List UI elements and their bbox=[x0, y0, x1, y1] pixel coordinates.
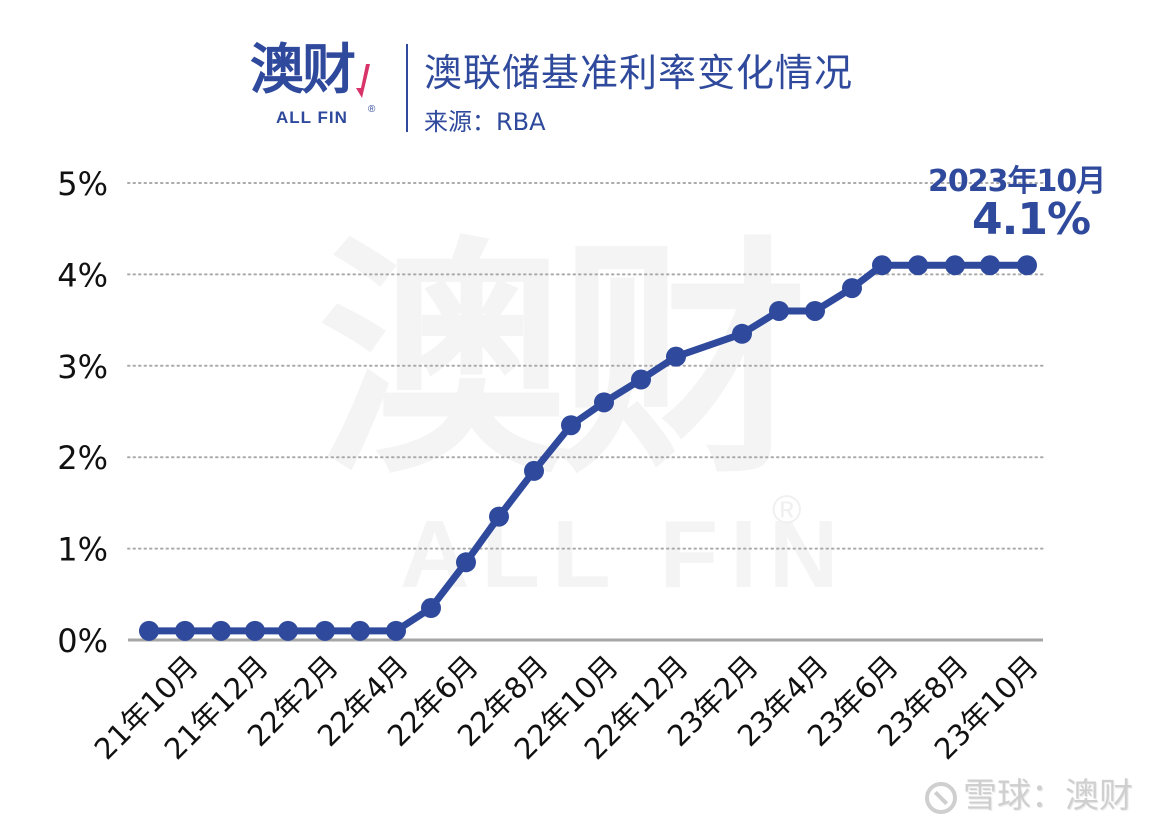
data-point bbox=[872, 255, 892, 276]
y-tick-label: 0% bbox=[57, 622, 108, 660]
logo-check-icon bbox=[356, 64, 370, 98]
data-point bbox=[139, 620, 159, 641]
data-point bbox=[666, 346, 686, 367]
logo-text-en: ALL FIN bbox=[276, 108, 348, 127]
y-tick-label: 1% bbox=[57, 531, 108, 569]
credit-text: 雪球：澳财 bbox=[963, 776, 1133, 816]
data-point bbox=[278, 620, 298, 641]
data-point bbox=[769, 300, 789, 321]
rate-line bbox=[149, 261, 1027, 635]
y-tick-label: 5% bbox=[57, 165, 108, 203]
data-point bbox=[561, 415, 581, 436]
y-tick-label: 4% bbox=[57, 256, 108, 294]
data-point bbox=[842, 278, 862, 299]
chart-source: 来源：RBA bbox=[424, 108, 546, 136]
xueqiu-logo-icon bbox=[925, 781, 957, 814]
logo-text-cn: 澳财 bbox=[250, 38, 356, 101]
y-tick-label: 3% bbox=[57, 348, 108, 386]
data-point bbox=[732, 323, 752, 344]
watermark-logo-cn: 澳财 bbox=[318, 216, 808, 507]
data-point bbox=[908, 255, 928, 276]
data-point bbox=[315, 620, 335, 641]
data-point bbox=[386, 620, 406, 641]
callout-date: 2023年10月 bbox=[928, 164, 1106, 199]
y-tick-label: 2% bbox=[57, 439, 108, 477]
data-point bbox=[421, 598, 441, 619]
data-point bbox=[594, 392, 614, 413]
data-point bbox=[631, 369, 651, 390]
y-axis-tick-labels: 0% 1% 2% 3% 4% 5% bbox=[57, 165, 108, 660]
data-point bbox=[245, 620, 265, 641]
chart-title: 澳联储基准利率变化情况 bbox=[424, 51, 854, 95]
watermark-registered-mark: ® bbox=[772, 488, 802, 532]
data-point bbox=[211, 620, 231, 641]
data-point bbox=[945, 255, 965, 276]
header-divider bbox=[406, 44, 408, 132]
data-point bbox=[175, 620, 195, 641]
data-point bbox=[805, 300, 825, 321]
x-axis-tick-labels: 21年10月21年12月22年2月22年4月22年6月22年8月22年10月22… bbox=[88, 649, 1045, 766]
y-gridlines bbox=[127, 182, 1044, 550]
allfin-logo: 澳财 ALL FIN ® bbox=[248, 36, 388, 136]
data-point bbox=[350, 620, 370, 641]
chart-header: 澳财 ALL FIN ® 澳联储基准利率变化情况 来源：RBA bbox=[248, 36, 968, 136]
callout-value: 4.1% bbox=[972, 194, 1091, 245]
data-point bbox=[980, 255, 1000, 276]
data-point bbox=[1017, 255, 1037, 276]
data-point bbox=[489, 506, 509, 527]
data-point bbox=[524, 460, 544, 481]
xueqiu-credit: 雪球：澳财 bbox=[925, 768, 1133, 817]
logo-registered-mark: ® bbox=[368, 104, 376, 115]
rate-series bbox=[139, 255, 1037, 641]
data-point bbox=[456, 552, 476, 573]
